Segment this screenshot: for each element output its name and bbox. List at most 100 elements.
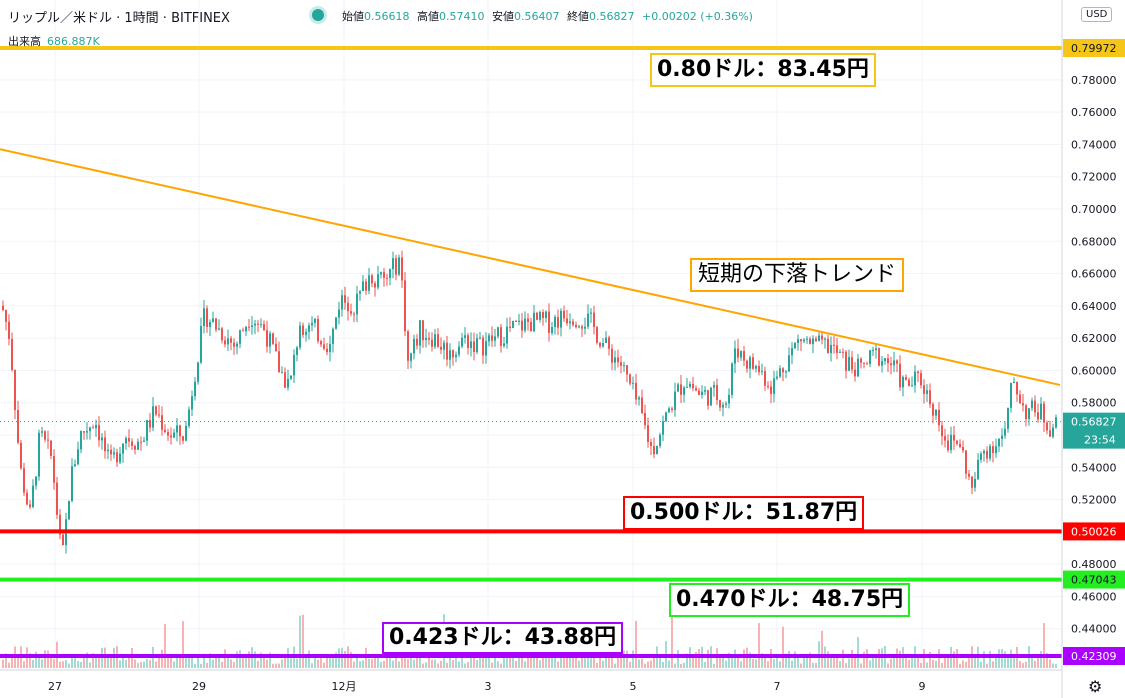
candle-body (8, 321, 10, 339)
candle-body (1001, 435, 1003, 440)
gear-icon[interactable]: ⚙ (1088, 677, 1103, 696)
volume-bar (905, 656, 907, 668)
volume-bar (59, 661, 61, 668)
downtrend-line[interactable] (0, 148, 1061, 386)
volume-bar (92, 653, 94, 668)
candle-body (365, 281, 367, 291)
volume-bar (920, 662, 922, 668)
volume-bar (482, 655, 484, 668)
candle-body (131, 441, 133, 447)
time-axis[interactable]: 27 29 12月 3 5 7 9 (0, 669, 1062, 693)
volume-bar (533, 655, 535, 668)
volume-bar (137, 662, 139, 668)
candle-body (890, 363, 892, 366)
volume-bar (233, 662, 235, 668)
volume-bar (377, 657, 379, 668)
candle-body (641, 397, 643, 414)
volume-bar (311, 663, 313, 668)
currency-button[interactable]: USD (1081, 7, 1113, 22)
price-tick-label: 0.62000 (1071, 332, 1117, 345)
volume-bar (692, 657, 694, 668)
volume-bar (554, 652, 556, 668)
volume-bar (425, 662, 427, 668)
candle-body (860, 358, 862, 363)
volume-bar (863, 651, 865, 668)
volume-bar (515, 660, 517, 668)
candle-body (779, 368, 781, 377)
volume-bar (38, 655, 40, 668)
candle-body (932, 404, 934, 416)
candle-body (200, 326, 202, 363)
candle-body (557, 317, 559, 328)
volume-bar (2, 659, 4, 668)
time-tick-label: 12月 (332, 680, 357, 693)
volume-bar (245, 656, 247, 668)
price-axis[interactable]: 0.440000.460000.480000.500000.520000.540… (1061, 0, 1125, 698)
candle-body (158, 414, 160, 416)
volume-bar (89, 662, 91, 668)
candle-body (572, 321, 574, 325)
candle-body (104, 437, 106, 452)
volume-bar (1040, 651, 1042, 668)
volume-bar (362, 660, 364, 668)
candle-body (1052, 427, 1054, 437)
volume-bar (1043, 623, 1045, 668)
candle-body (47, 439, 49, 441)
candle-body (893, 360, 895, 366)
volume-bar (1055, 663, 1057, 668)
volume-bar (287, 648, 289, 668)
candle-body (14, 369, 16, 411)
volume-bar (815, 662, 817, 668)
candle-body (968, 473, 970, 477)
volume-bar (1034, 660, 1036, 668)
volume-bar (1031, 656, 1033, 668)
candle-body (956, 440, 958, 444)
annotation-trend: 短期の下落トレンド (690, 258, 905, 292)
candle-body (401, 257, 403, 281)
candle-body (914, 371, 916, 386)
volume-bar (173, 661, 175, 668)
candle-body (827, 338, 829, 354)
volume-bar (974, 657, 976, 668)
volume-bar (188, 654, 190, 668)
volume-bar (830, 656, 832, 668)
candle-body (353, 313, 355, 315)
candle-body (203, 308, 205, 327)
symbol-title[interactable]: リップル／米ドル · 1時間 · BITFINEX (8, 11, 230, 26)
volume-bar (542, 649, 544, 668)
volume-bar (506, 648, 508, 668)
candle-body (974, 479, 976, 488)
candle-body (776, 376, 778, 379)
volume-bar (803, 655, 805, 668)
volume-bar (257, 660, 259, 668)
volume-bar (494, 650, 496, 668)
candle-body (986, 450, 988, 459)
volume-label: 出来高 (8, 35, 41, 48)
volume-bar (677, 650, 679, 668)
volume-bar (32, 659, 34, 668)
volume-bar (332, 654, 334, 668)
candle-body (947, 440, 949, 451)
candle-body (194, 381, 196, 397)
volume-bar (1046, 653, 1048, 668)
volume-bar (317, 659, 319, 668)
volume-bar (62, 661, 64, 668)
candle-body (755, 365, 757, 369)
volume-bar (1049, 659, 1051, 668)
candle-body (818, 335, 820, 342)
price-level-label-bg (1063, 647, 1125, 665)
volume-bar (452, 659, 454, 668)
candle-body (185, 425, 187, 441)
volume-bar (227, 657, 229, 668)
candle-body (26, 492, 28, 505)
volume-bar (761, 653, 763, 668)
candle-body (149, 420, 151, 428)
candle-body (656, 445, 658, 455)
volume-bar (704, 661, 706, 668)
volume-bar (557, 661, 559, 668)
candle-body (926, 390, 928, 394)
candle-body (824, 338, 826, 340)
volume-bar (407, 658, 409, 668)
candle-body (764, 371, 766, 386)
